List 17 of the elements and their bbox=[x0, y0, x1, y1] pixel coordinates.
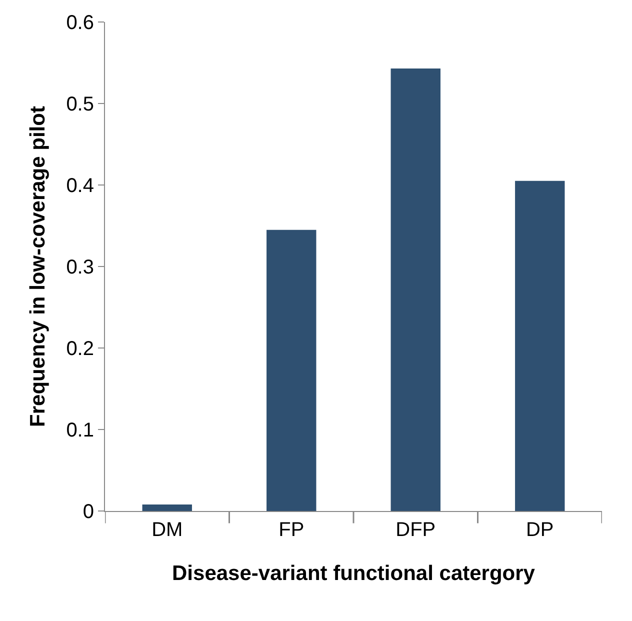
bar bbox=[390, 68, 440, 511]
y-tick-label: 0 bbox=[82, 501, 94, 523]
bar bbox=[142, 504, 192, 511]
x-axis-title: Disease-variant functional catergory bbox=[172, 562, 536, 586]
x-tick-label: DM bbox=[152, 519, 183, 541]
x-tick-label: FP bbox=[278, 519, 304, 541]
bar bbox=[266, 230, 316, 511]
bar bbox=[515, 180, 565, 511]
x-tick-label: DP bbox=[526, 519, 554, 541]
y-tick-label: 0.6 bbox=[66, 12, 94, 34]
x-tick-label: DFP bbox=[396, 519, 436, 541]
y-tick-label: 0.4 bbox=[66, 175, 94, 197]
y-tick-label: 0.2 bbox=[66, 338, 94, 360]
y-tick-label: 0.1 bbox=[66, 420, 94, 442]
y-tick-label: 0.3 bbox=[66, 256, 94, 278]
y-axis-title: Frequency in low-coverage pilot bbox=[26, 106, 50, 427]
y-tick-label: 0.5 bbox=[66, 94, 94, 116]
